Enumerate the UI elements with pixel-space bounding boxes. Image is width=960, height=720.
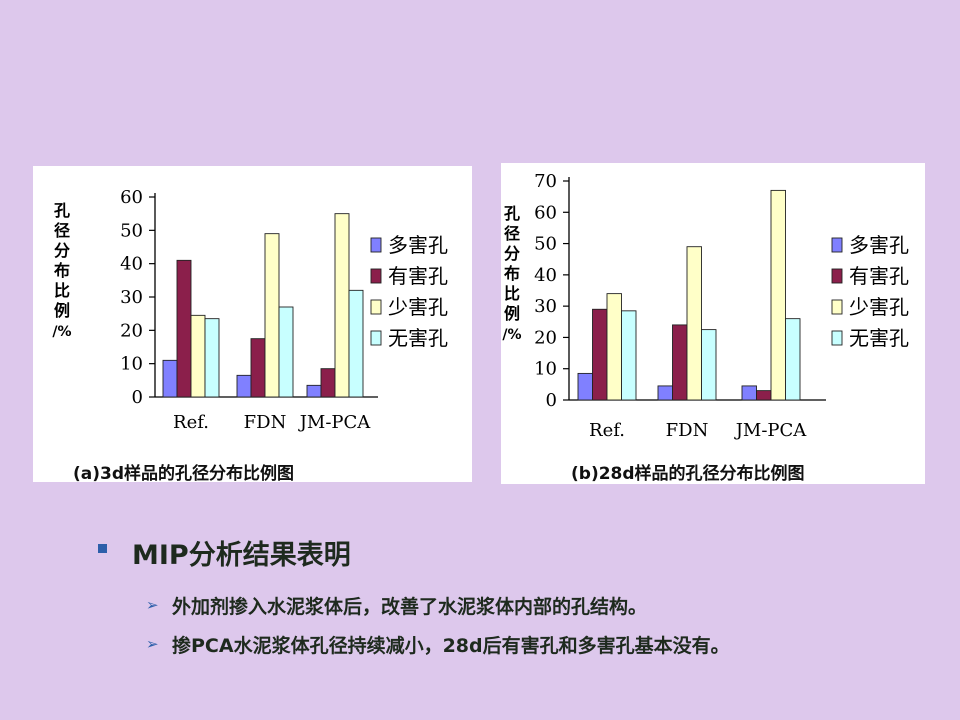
arrow-bullet-icon: ➢ [146,596,159,614]
bar-1-FDN [657,385,673,401]
chart-28d: 0 10 20 30 40 50 60 70 Ref. FDN JM-PCA 孔径分布比例 /% 多害孔有… [502,171,909,441]
legend-swatch [831,330,843,346]
y-tick-label: 10 [534,359,557,380]
y-tick-label: 10 [120,354,143,375]
chart-panel-28d: 0 10 20 30 40 50 60 70 Ref. FDN JM-PCA 孔径分布比例 /% 多害孔有… [501,163,925,484]
y-tick-label: 40 [120,254,143,275]
category-label: JM-PCA [298,412,372,433]
y-axis-label-char: 径 [54,221,70,240]
y-axis-label-char: 分 [504,244,520,263]
legend-label: 少害孔 [849,295,909,319]
bar-3-FDN [264,233,280,398]
category-label: FDN [244,412,287,433]
y-axis-label-char: 比 [54,281,70,300]
y-axis-label-char: 孔 [54,201,70,220]
bar-1-JM-PCA [741,385,757,401]
legend-label: 多害孔 [849,233,909,257]
y-axis-label-char: 例 [54,301,70,320]
y-axis-label-char: 径 [504,224,520,243]
summary-point-2: 掺PCA水泥浆体孔径持续减小，28d后有害孔和多害孔基本没有。 [172,635,730,657]
y-tick-label: 20 [120,320,143,341]
arrow-bullet-icon: ➢ [146,635,159,653]
bar-3-Ref. [190,314,206,398]
category-label: Ref. [589,420,625,441]
bar-3-JM-PCA [334,213,350,398]
y-axis-label-char: 比 [504,284,520,303]
bar-2-Ref. [176,259,192,398]
bar-2-FDN [250,338,266,398]
legend-label: 多害孔 [388,233,448,257]
bar-3-Ref. [606,293,622,401]
bar-1-Ref. [162,359,178,398]
bar-2-FDN [672,324,688,401]
y-axis-label-char: 孔 [504,204,520,223]
summary-point-1: 外加剂掺入水泥浆体后，改善了水泥浆体内部的孔结构。 [172,596,648,618]
y-axis-label-char: 例 [504,304,520,323]
bar-1-FDN [236,374,252,398]
bar-2-Ref. [592,308,608,401]
y-tick-label: 30 [120,287,143,308]
bar-1-JM-PCA [306,384,322,398]
legend-swatch [370,330,382,346]
legend-swatch [370,237,382,253]
category-label: JM-PCA [734,420,808,441]
y-tick-label: 50 [534,234,557,255]
y-tick-label: 60 [534,202,557,223]
category-label: Ref. [173,412,209,433]
bar-4-FDN [278,306,294,398]
legend-swatch [370,268,382,284]
bar-4-JM-PCA [785,318,801,401]
legend-label: 有害孔 [849,264,909,288]
bar-3-JM-PCA [770,189,786,401]
chart-panel-3d: 0 10 20 30 40 50 60 Ref. FDN JM-PCA 孔径分布比例 /% 多害孔有害孔… [33,166,472,484]
y-tick-label: 0 [546,390,557,411]
bar-4-FDN [701,329,717,401]
legend-swatch [831,268,843,284]
bar-1-Ref. [577,372,593,401]
y-axis-label-char: 布 [504,264,520,283]
bar-3-FDN [686,246,702,401]
bar-2-JM-PCA [320,368,336,398]
legend-label: 无害孔 [388,326,448,350]
y-tick-label: 0 [132,387,143,408]
legend-label: 少害孔 [388,295,448,319]
summary-heading: MIP分析结果表明 [132,540,351,571]
bar-2-JM-PCA [756,390,772,401]
y-axis-label-char: 分 [54,241,70,260]
category-label: FDN [666,420,709,441]
legend-label: 有害孔 [388,264,448,288]
y-axis-label-unit: /% [52,324,71,340]
legend-swatch [370,299,382,315]
bar-4-Ref. [621,310,637,401]
legend-label: 无害孔 [849,326,909,350]
y-tick-label: 70 [534,171,557,192]
y-axis-label-unit: /% [502,327,521,343]
legend-swatch [831,237,843,253]
y-tick-label: 50 [120,220,143,241]
y-tick-label: 20 [534,327,557,348]
chart-caption-28d: (b)28d样品的孔径分布比例图 [571,464,805,484]
y-tick-label: 30 [534,296,557,317]
legend-swatch [831,299,843,315]
square-bullet-icon [98,544,107,553]
bar-4-JM-PCA [348,289,364,398]
chart-3d: 0 10 20 30 40 50 60 Ref. FDN JM-PCA 孔径分布比例 /% 多害孔有害孔… [52,187,448,433]
y-tick-label: 60 [120,187,143,208]
chart-caption-3d: (a)3d样品的孔径分布比例图 [73,464,295,484]
bar-4-Ref. [204,318,220,398]
y-axis-label-char: 布 [54,261,70,280]
y-tick-label: 40 [534,265,557,286]
